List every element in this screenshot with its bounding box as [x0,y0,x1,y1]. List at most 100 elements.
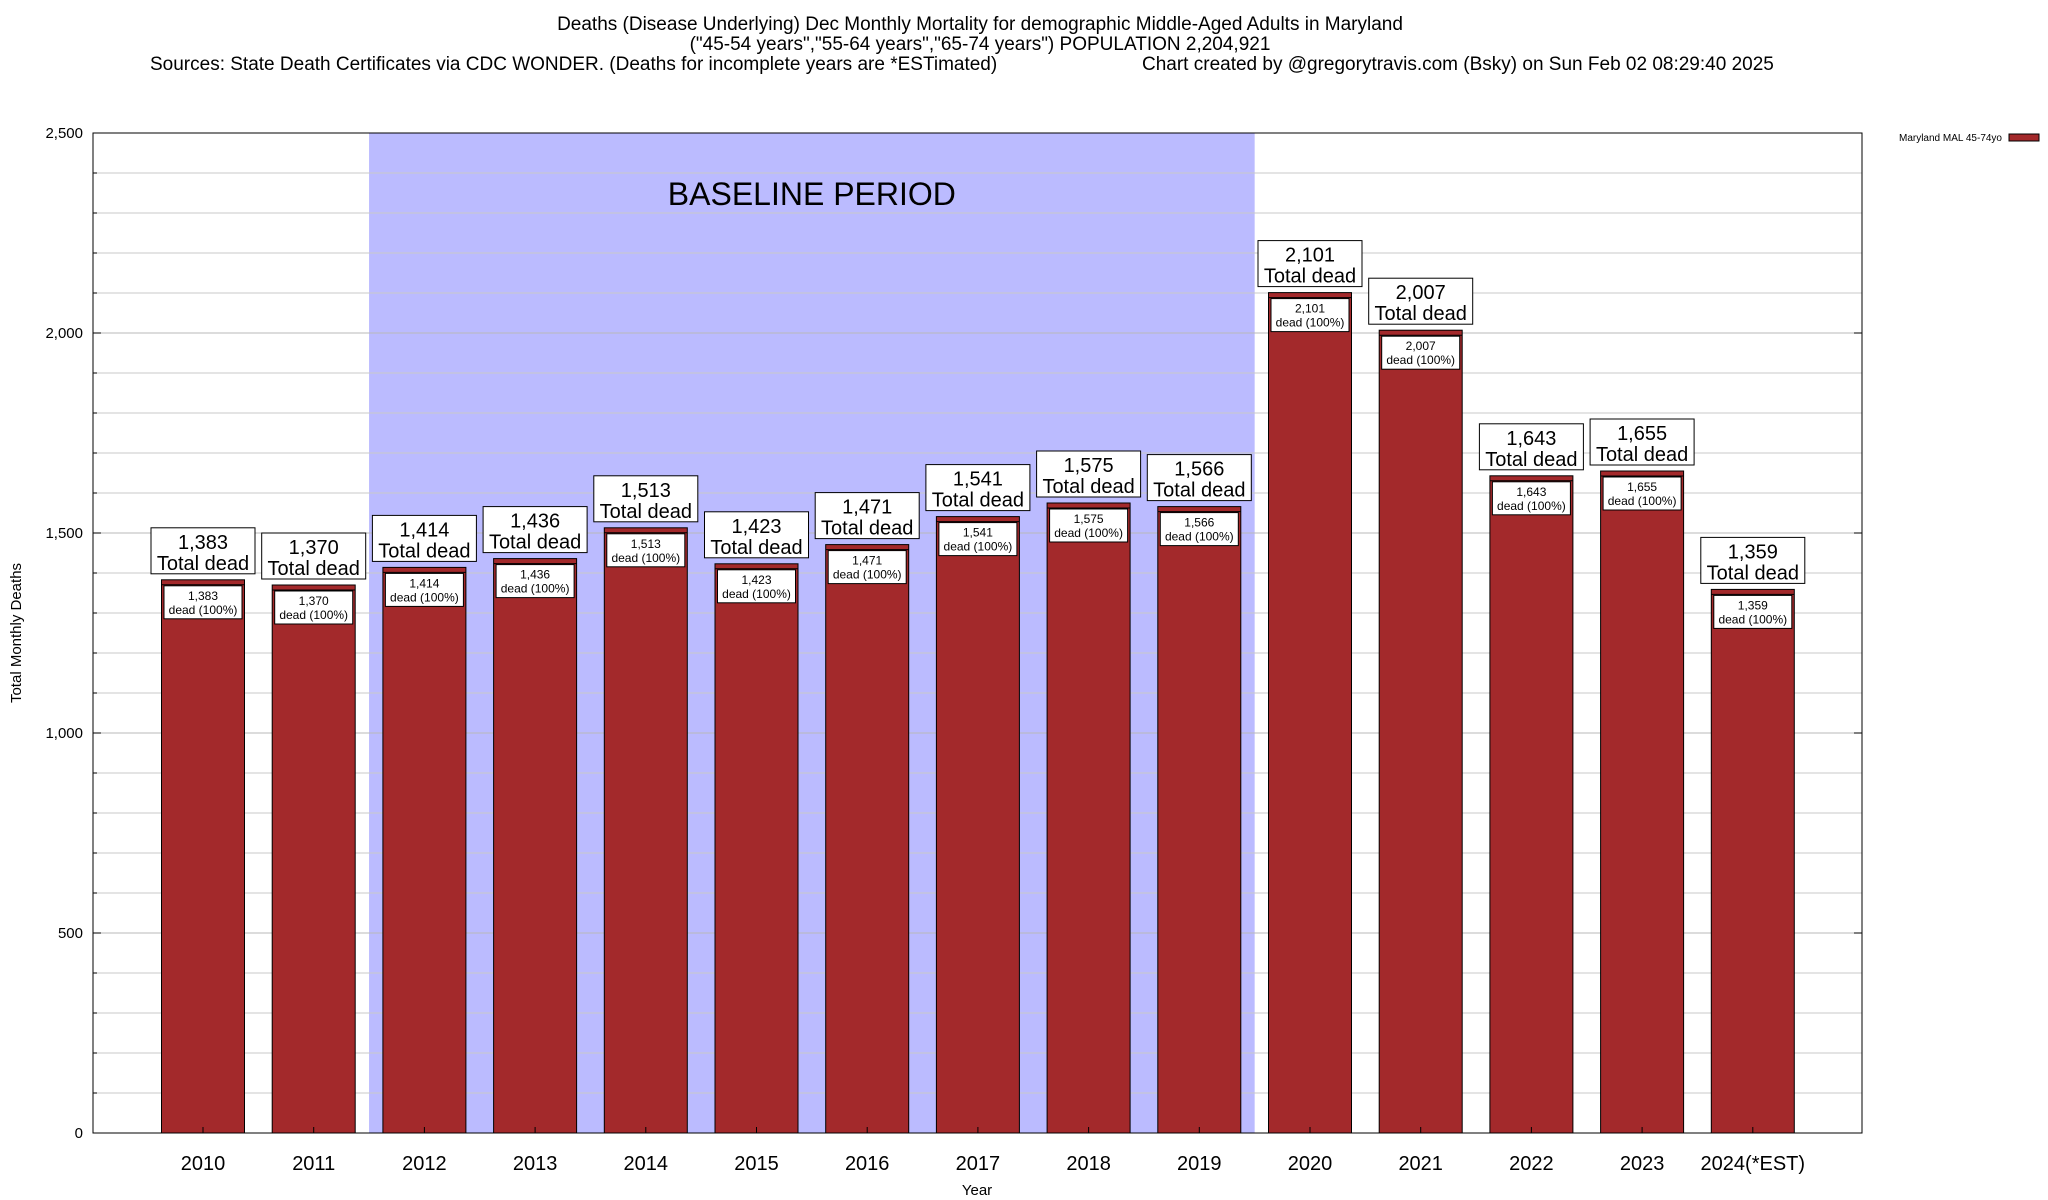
top-total-label: Total dead [1042,476,1134,498]
bar-2012 [382,566,467,1134]
top-total-label: Total dead [268,558,360,580]
top-total-label: Total dead [1596,444,1688,466]
x-tick-label: 2023 [1620,1153,1665,1175]
inner-label-box [938,522,1018,557]
inner-value-label: 1,359 [1738,598,1768,612]
top-value-label: 2,007 [1396,282,1446,304]
top-value-label: 1,575 [1064,455,1114,477]
chart-sources: Sources: State Death Certificates via CD… [150,54,998,75]
x-tick-label: 2022 [1509,1153,1554,1175]
inner-label-box [274,590,354,625]
inner-value-label: 1,655 [1627,480,1657,494]
x-tick-label: 2014 [624,1153,669,1175]
inner-label-box [1049,508,1129,543]
bar-2017 [935,516,1020,1134]
bar-2010 [161,579,245,1134]
bar-2021 [1378,329,1463,1134]
top-value-label: 2,101 [1285,245,1335,267]
top-value-label: 1,383 [178,532,228,554]
inner-pct-label: dead (100%) [722,587,791,601]
x-tick-label: 2012 [402,1153,447,1175]
top-total-label: Total dead [1375,303,1467,325]
top-value-label: 1,414 [399,519,449,541]
top-label-box [593,475,699,523]
bar-2023 [1600,470,1685,1134]
inner-label-box [1381,335,1461,370]
x-tick-label: 2018 [1066,1153,1111,1175]
inner-pct-label: dead (100%) [1276,316,1345,330]
inner-pct-label: dead (100%) [390,590,459,604]
bar-2013 [493,558,578,1134]
inner-value-label: 1,383 [188,589,218,603]
inner-value-label: 2,101 [1295,302,1325,316]
inner-value-label: 1,541 [963,526,993,540]
top-total-label: Total dead [1153,480,1245,502]
inner-label-box [1602,476,1682,511]
inner-label-box [827,550,907,585]
top-label-box [1257,240,1363,288]
x-tick-label: 2011 [292,1153,335,1175]
x-tick-label: 2010 [181,1153,226,1175]
legend-label: Maryland MAL 45-74yo [1899,133,2002,144]
x-tick-label: 2024(*EST) [1701,1153,1806,1175]
inner-value-label: 1,643 [1516,485,1546,499]
top-value-label: 1,655 [1617,423,1667,445]
plot-frame [92,132,1863,1134]
inner-pct-label: dead (100%) [1054,526,1123,540]
inner-value-label: 2,007 [1406,339,1436,353]
bar-2020 [1268,292,1352,1134]
inner-value-label: 1,423 [741,573,771,587]
top-value-label: 1,471 [842,497,892,519]
inner-value-label: 1,414 [409,576,439,590]
top-total-label: Total dead [378,540,470,562]
top-label-box [1146,454,1252,502]
top-label-box [925,464,1031,512]
top-total-label: Total dead [821,518,913,540]
inner-pct-label: dead (100%) [833,568,902,582]
inner-value-label: 1,513 [631,537,661,551]
inner-value-label: 1,436 [520,568,550,582]
top-total-label: Total dead [600,501,692,523]
top-label-box [1368,277,1474,325]
y-tick-label: 2,000 [45,325,83,342]
top-total-label: Total dead [1707,562,1799,584]
x-tick-label: 2020 [1288,1153,1333,1175]
chart-credit: Chart created by @gregorytravis.com (Bsk… [1142,54,1774,75]
top-label-box [150,527,256,575]
inner-value-label: 1,575 [1074,512,1104,526]
inner-value-label: 1,370 [299,594,329,608]
top-value-label: 1,370 [289,537,339,559]
x-tick-label: 2013 [513,1153,558,1175]
inner-pct-label: dead (100%) [169,603,238,617]
y-tick-label: 2,500 [45,125,83,142]
top-label-box [1589,418,1695,466]
x-tick-label: 2017 [956,1153,1001,1175]
top-value-label: 1,513 [621,480,671,502]
inner-label-box [495,564,575,599]
bar-2011 [271,584,356,1134]
top-label-box [814,492,920,540]
y-axis-label: Total Monthly Deaths [8,563,25,703]
top-total-label: Total dead [489,532,581,554]
inner-label-box [1159,512,1239,547]
x-tick-label: 2021 [1398,1153,1443,1175]
x-tick-label: 2016 [845,1153,890,1175]
inner-label-box [1491,481,1571,516]
top-label-box [261,532,367,580]
bar-2024(*EST) [1710,588,1795,1134]
top-label-box [704,511,809,559]
inner-value-label: 1,566 [1184,516,1214,530]
top-label-box [1036,450,1142,498]
x-axis-label: Year [962,1182,992,1199]
top-total-label: Total dead [710,537,802,559]
inner-pct-label: dead (100%) [1497,499,1566,513]
top-label-box [1478,423,1584,471]
bar-2019 [1157,506,1242,1134]
chart-subtitle: ("45-54 years","55-64 years","65-74 year… [689,34,1271,55]
inner-pct-label: dead (100%) [611,551,680,565]
top-label-box [371,514,477,562]
inner-pct-label: dead (100%) [1718,612,1787,626]
top-total-label: Total dead [1485,449,1577,471]
y-tick-label: 500 [58,925,83,942]
top-value-label: 1,643 [1506,428,1556,450]
